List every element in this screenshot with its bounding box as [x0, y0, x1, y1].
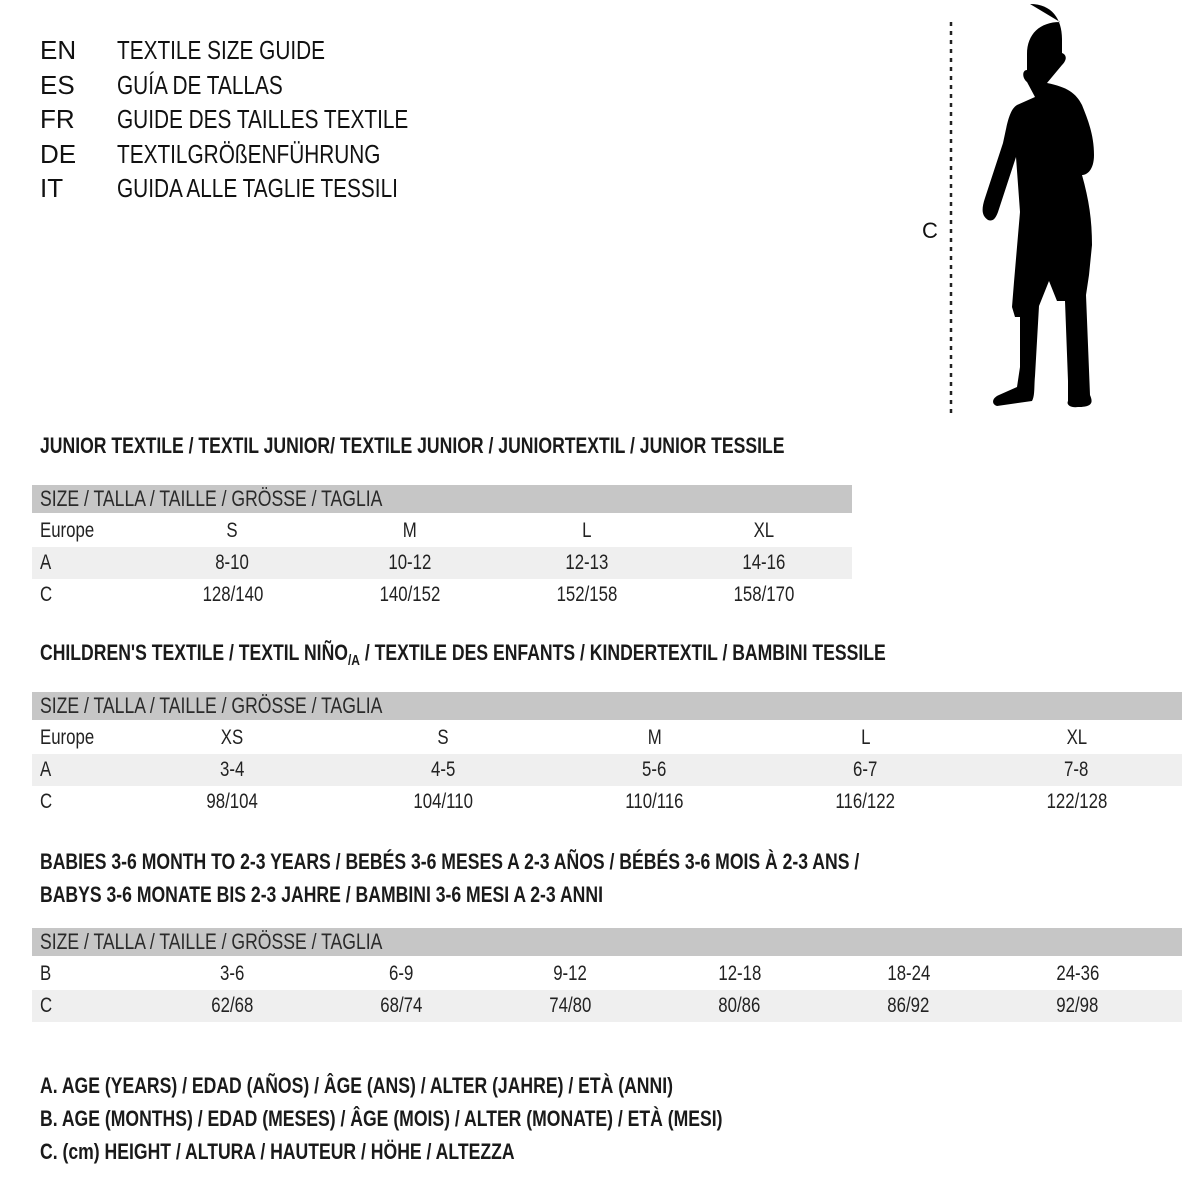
table-row: Europe XS S M L XL: [32, 722, 1182, 754]
children-size-table: SIZE / TALLA / TAILLE / GRÖSSE / TAGLIA …: [32, 692, 1182, 818]
table-cell: 122/128: [1046, 790, 1107, 813]
children-section-title: CHILDREN'S TEXTILE / TEXTIL NIÑO/A / TEX…: [40, 640, 886, 669]
table-cell: L: [860, 726, 871, 749]
table-cell: 6-9: [389, 962, 414, 985]
table-cell: 9-12: [553, 962, 588, 985]
row-label: A: [40, 551, 52, 574]
language-title: GUÍA DE TALLAS: [117, 69, 283, 100]
table-cell: XL: [753, 519, 774, 542]
table-header: SIZE / TALLA / TAILLE / GRÖSSE / TAGLIA: [32, 692, 1182, 720]
table-row: C 98/104 104/110 110/116 116/122 122/128: [32, 786, 1182, 818]
table-cell: 98/104: [206, 790, 259, 813]
table-row: Europe S M L XL: [32, 515, 852, 547]
table-cell: XL: [1066, 726, 1087, 749]
child-figure: C: [900, 0, 1200, 430]
table-row: C 62/68 68/74 74/80 80/86 86/92 92/98: [32, 990, 1182, 1022]
table-cell: 74/80: [549, 994, 592, 1017]
table-cell: 158/170: [733, 583, 794, 606]
junior-size-table: SIZE / TALLA / TAILLE / GRÖSSE / TAGLIA …: [32, 485, 852, 611]
table-cell: XS: [221, 726, 244, 749]
table-cell: 86/92: [887, 994, 930, 1017]
table-cell: 6-7: [853, 758, 878, 781]
table-cell: S: [437, 726, 450, 749]
table-cell: 8-10: [215, 551, 250, 574]
language-code: ES: [40, 69, 75, 100]
row-label: C: [40, 994, 53, 1017]
table-cell: 5-6: [642, 758, 667, 781]
child-silhouette-icon: [949, 4, 1094, 414]
table-row: C 128/140 140/152 152/158 158/170: [32, 579, 852, 611]
table-cell: 10-12: [388, 551, 431, 574]
row-label: C: [40, 790, 53, 813]
row-label: B: [40, 962, 52, 985]
table-header: SIZE / TALLA / TAILLE / GRÖSSE / TAGLIA: [32, 485, 852, 513]
table-row: A 8-10 10-12 12-13 14-16: [32, 547, 852, 579]
table-cell: S: [226, 519, 239, 542]
table-cell: 18-24: [887, 962, 930, 985]
table-header: SIZE / TALLA / TAILLE / GRÖSSE / TAGLIA: [32, 928, 1182, 956]
babies-section-title-line2: BABYS 3-6 MONATE BIS 2-3 JAHRE / BAMBINI…: [40, 882, 603, 907]
height-measure-label: C: [922, 218, 938, 243]
table-cell: 68/74: [380, 994, 423, 1017]
row-label: Europe: [40, 519, 95, 542]
legend-a: A. AGE (YEARS) / EDAD (AÑOS) / ÂGE (ANS)…: [40, 1073, 673, 1098]
language-title: GUIDE DES TAILLES TEXTILE: [117, 104, 409, 134]
language-title: TEXTILGRÖßENFÜHRUNG: [117, 138, 381, 169]
table-cell: 80/86: [718, 994, 761, 1017]
table-cell: 14-16: [742, 551, 785, 574]
table-cell: 4-5: [431, 758, 456, 781]
table-cell: 62/68: [211, 994, 254, 1017]
table-cell: 104/110: [413, 790, 474, 813]
table-row: B 3-6 6-9 9-12 12-18 18-24 24-36: [32, 958, 1182, 990]
language-title: GUIDA ALLE TAGLIE TESSILI: [117, 173, 398, 203]
language-code: IT: [40, 173, 64, 203]
row-label: Europe: [40, 726, 95, 749]
table-cell: 24-36: [1056, 962, 1099, 985]
table-cell: 110/116: [625, 790, 684, 813]
table-cell: 3-4: [220, 758, 245, 781]
babies-section-title: BABIES 3-6 MONTH TO 2-3 YEARS / BEBÉS 3-…: [40, 849, 860, 874]
table-cell: 7-8: [1064, 758, 1089, 781]
table-cell: 92/98: [1056, 994, 1099, 1017]
table-cell: 12-18: [718, 962, 761, 985]
table-cell: 152/158: [556, 583, 617, 606]
table-row: A 3-4 4-5 5-6 6-7 7-8: [32, 754, 1182, 786]
language-code: EN: [40, 35, 77, 65]
table-cell: M: [647, 726, 662, 749]
table-cell: 3-6: [220, 962, 245, 985]
legend-b: B. AGE (MONTHS) / EDAD (MESES) / ÂGE (MO…: [40, 1106, 723, 1131]
table-cell: 116/122: [835, 790, 896, 813]
table-cell: L: [581, 519, 592, 542]
junior-section-title: JUNIOR TEXTILE / TEXTIL JUNIOR/ TEXTILE …: [40, 433, 785, 458]
legend-c: C. (cm) HEIGHT / ALTURA / HAUTEUR / HÖHE…: [40, 1139, 515, 1164]
language-code: DE: [40, 138, 77, 169]
table-cell: M: [402, 519, 417, 542]
table-cell: 128/140: [202, 583, 263, 606]
language-code: FR: [40, 104, 75, 134]
table-cell: 140/152: [379, 583, 440, 606]
row-label: C: [40, 583, 53, 606]
row-label: A: [40, 758, 52, 781]
language-title: TEXTILE SIZE GUIDE: [117, 35, 326, 65]
babies-size-table: SIZE / TALLA / TAILLE / GRÖSSE / TAGLIA …: [32, 928, 1182, 1022]
table-cell: 12-13: [565, 551, 608, 574]
